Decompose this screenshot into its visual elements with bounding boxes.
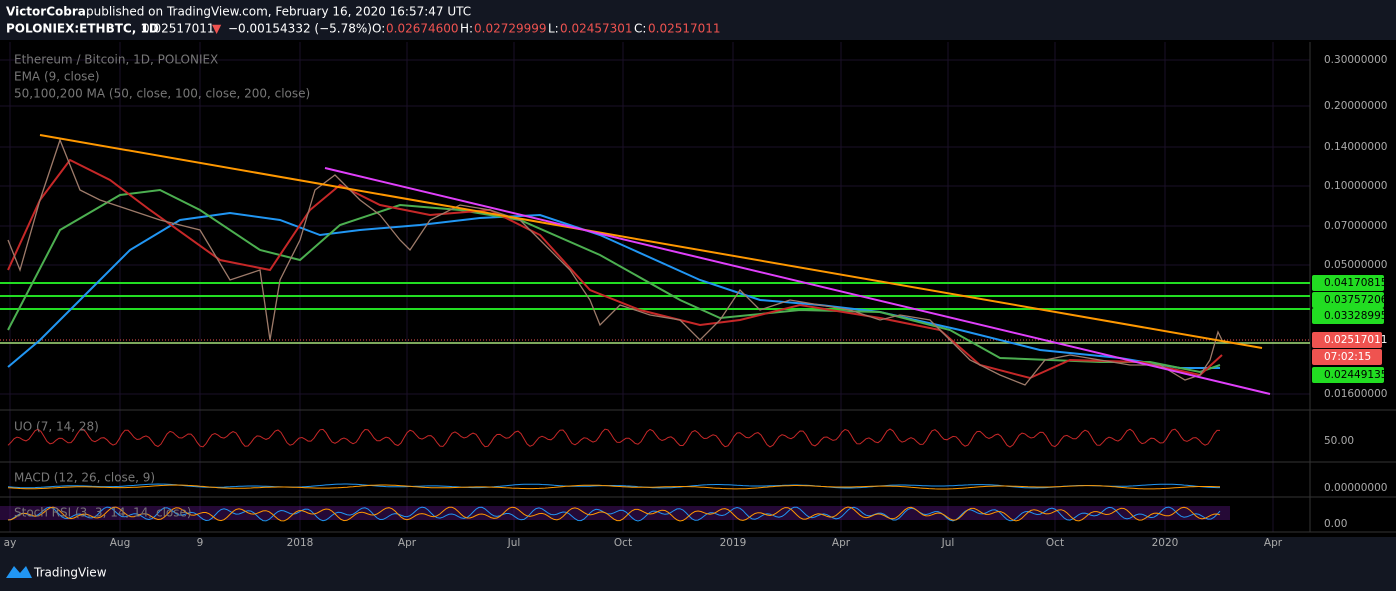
publisher: VictorCobra (6, 5, 86, 19)
logo (6, 566, 32, 578)
time-tick-label: ay (4, 537, 17, 549)
time-tick-label: Oct (614, 537, 632, 549)
open-label: O: (372, 22, 385, 36)
price-series (7, 138, 1223, 386)
indicator-axis-label: 0.00 (1324, 518, 1347, 530)
oscillator-line (7, 506, 1221, 522)
last-price: 0.02517011 (142, 22, 215, 36)
price-tick-label: 0.30000000 (1324, 54, 1387, 66)
legend-item: Ethereum / Bitcoin, 1D, POLONIEX (14, 53, 218, 67)
legend-item: EMA (9, close) (14, 70, 100, 84)
price-badge-text: 0.02449135 (1324, 369, 1387, 381)
price-badge (1312, 367, 1384, 383)
change: −0.00154332 (−5.78%) (228, 22, 372, 36)
price-badge-text: 07:02:15 (1324, 351, 1371, 363)
time-tick-label: 2018 (287, 537, 314, 549)
price-tick-label: 0.05000000 (1324, 259, 1387, 271)
time-tick-label: Jul (507, 537, 521, 549)
high: 0.02729999 (474, 22, 547, 36)
trend-line (39, 134, 1263, 349)
indicator-label: UO (7, 14, 28) (14, 420, 99, 434)
price-badge-text: 0.03328995 (1324, 310, 1387, 322)
close-label: C: (634, 22, 646, 36)
time-tick-label: Apr (1264, 537, 1283, 549)
indicator-axis-label: 0.00000000 (1324, 482, 1387, 494)
published: published on TradingView.com, February 1… (86, 5, 471, 19)
price-tick-label: 0.10000000 (1324, 180, 1387, 192)
header-bar (0, 0, 1396, 40)
time-tick-label: Oct (1046, 537, 1064, 549)
ma-50 (7, 158, 1223, 380)
price-badge-text: 0.03757206 (1324, 294, 1388, 306)
indicator-lines (0, 428, 1230, 522)
indicator-label: MACD (12, 26, close, 9) (14, 471, 155, 485)
oscillator-line (7, 484, 1221, 490)
legend-item: 50,100,200 MA (50, close, 100, close, 20… (14, 87, 310, 101)
time-tick-label: Jul (941, 537, 955, 549)
oscillator-line (7, 506, 1221, 522)
low: 0.02457301 (560, 22, 633, 36)
time-tick-label: 2019 (720, 537, 747, 549)
price-badge-text: 0.04170815 (1324, 277, 1387, 289)
time-tick-label: 2020 (1152, 537, 1179, 549)
indicator-axis-label: 50.00 (1324, 435, 1354, 447)
open: 0.02674600 (386, 22, 459, 36)
price-badge (1312, 308, 1384, 324)
trend-line (324, 167, 1271, 395)
change-arrow: ▼ (212, 22, 222, 36)
price-badge (1312, 292, 1384, 308)
oscillator-line (7, 428, 1220, 448)
price-tick-label: 0.20000000 (1324, 100, 1387, 112)
price-tick-label: 0.14000000 (1324, 141, 1387, 153)
price-badge (1312, 275, 1384, 291)
symbol: POLONIEX:ETHBTC, 1D (6, 22, 159, 36)
brand[interactable]: TradingView (33, 566, 107, 580)
high-label: H: (460, 22, 473, 36)
footer-bar (0, 537, 1396, 591)
indicator-label: Stoch RSI (3, 3, 14, 14, close) (14, 506, 192, 520)
price-tick-label: 0.01600000 (1324, 388, 1387, 400)
time-tick-label: Apr (832, 537, 851, 549)
price-badge (1312, 332, 1382, 348)
grid (0, 42, 1310, 532)
price-badge (1312, 349, 1382, 365)
price-badge-text: 0.02517011 (1324, 334, 1387, 346)
close: 0.02517011 (648, 22, 721, 36)
low-label: L: (548, 22, 559, 36)
time-tick-label: Aug (110, 537, 131, 549)
time-tick-label: Apr (398, 537, 417, 549)
price-tick-label: 0.07000000 (1324, 220, 1387, 232)
time-tick-label: 9 (197, 537, 204, 549)
